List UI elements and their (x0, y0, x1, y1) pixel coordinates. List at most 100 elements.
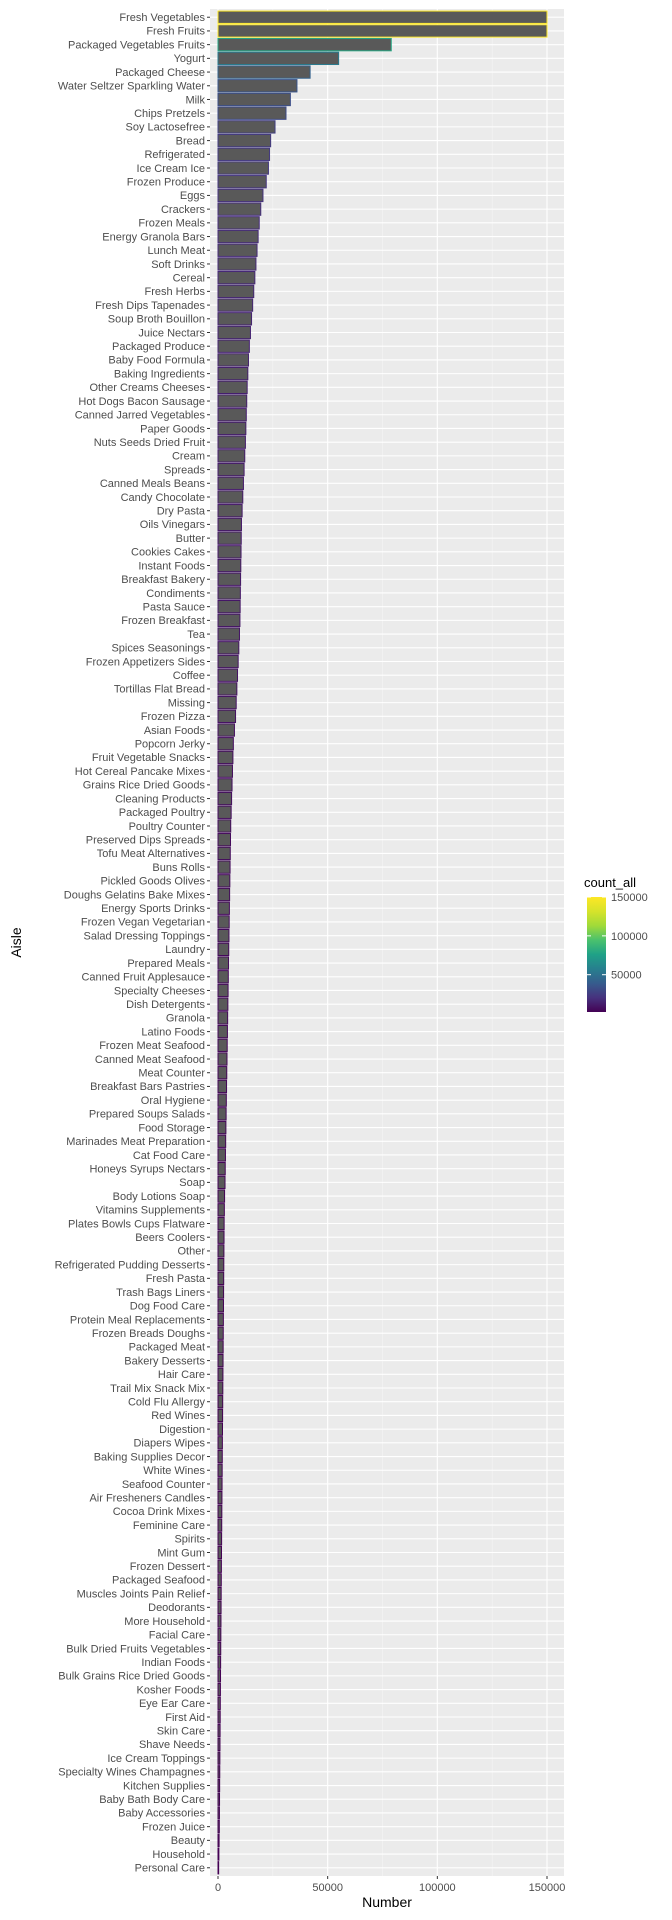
y-tick-label: Cocoa Drink Mixes (113, 1506, 206, 1518)
y-tick-label: First Aid (165, 1712, 205, 1724)
bar (217, 819, 232, 833)
bar (217, 1778, 221, 1793)
y-tick-label: Packaged Produce (112, 341, 205, 353)
y-tick-label: Salad Dressing Toppings (84, 930, 206, 942)
y-tick-label: Eye Ear Care (139, 1698, 205, 1710)
y-tick-label: Hot Cereal Pancake Mixes (75, 766, 206, 778)
y-tick-label: Protein Meal Replacements (70, 1314, 206, 1326)
y-tick-label: Packaged Poultry (119, 807, 206, 819)
y-tick-label: Specialty Cheeses (114, 985, 206, 997)
bar (217, 1710, 221, 1724)
bar (217, 1751, 221, 1765)
y-tick-label: Bulk Grains Rice Dried Goods (58, 1671, 205, 1683)
bar (217, 408, 247, 422)
bar (217, 599, 241, 614)
bar (217, 133, 272, 148)
y-tick-label: Frozen Breakfast (121, 615, 205, 627)
bar (217, 942, 230, 957)
bar (217, 915, 230, 929)
bar (217, 723, 235, 737)
y-tick-label: Spices Seasonings (111, 643, 205, 655)
y-tick-label: Personal Care (135, 1863, 205, 1875)
bar (217, 1518, 223, 1532)
y-axis-title: Aisle (8, 927, 24, 958)
bar (217, 1600, 222, 1614)
y-tick-label: Crackers (161, 204, 206, 216)
y-tick-label: Laundry (165, 944, 205, 956)
bar (217, 956, 230, 970)
y-tick-label: Cat Food Care (133, 1150, 205, 1162)
bar (217, 1655, 222, 1669)
y-tick-label: Packaged Seafood (112, 1575, 205, 1587)
y-tick-label: Cream (172, 451, 205, 463)
bar (217, 1353, 224, 1368)
y-tick-label: Honeys Syrups Nectars (89, 1163, 205, 1175)
bar (217, 188, 264, 203)
bar (217, 175, 267, 189)
y-tick-label: Frozen Meat Seafood (99, 1040, 205, 1052)
bar (217, 997, 229, 1011)
y-tick-label: Canned Jarred Vegetables (75, 410, 206, 422)
y-tick-label: Baking Supplies Decor (94, 1451, 206, 1463)
bar (217, 1340, 224, 1354)
y-tick-label: Frozen Breads Doughs (92, 1328, 206, 1340)
y-tick-label: Mint Gum (157, 1547, 205, 1559)
bar (217, 1175, 226, 1190)
bar (217, 1532, 223, 1546)
bar (217, 791, 233, 806)
y-tick-label: Instant Foods (138, 560, 205, 572)
y-tick-label: Lunch Meat (148, 245, 205, 257)
y-tick-label: Trail Mix Snack Mix (110, 1383, 205, 1395)
y-tick-label: Milk (185, 94, 205, 106)
bar (217, 1326, 224, 1340)
bar (217, 1244, 225, 1258)
y-tick-label: Vitamins Supplements (96, 1205, 206, 1217)
bar (217, 257, 257, 271)
bar (217, 1367, 224, 1381)
legend-ticks: 50000 100000 150000 (587, 892, 648, 982)
bar (217, 1093, 227, 1107)
y-tick-label: Soft Drinks (151, 259, 205, 271)
bar (217, 846, 231, 861)
y-tick-label: Tofu Meat Alternatives (97, 848, 206, 860)
bar (217, 161, 269, 175)
bar (217, 1011, 229, 1025)
bar (217, 1559, 222, 1573)
y-tick-label: Frozen Meals (138, 218, 205, 230)
y-tick-label: Baby Food Formula (108, 355, 205, 367)
y-tick-label: Preserved Dips Spreads (86, 834, 206, 846)
y-tick-label: Latino Foods (141, 1026, 205, 1038)
bar (217, 298, 254, 312)
bar (217, 65, 311, 79)
y-tick-label: Baking Ingredients (114, 368, 206, 380)
y-tick-label: Pickled Goods Olives (100, 876, 205, 888)
y-tick-label: Fresh Dips Tapenades (95, 300, 205, 312)
y-tick-label: Cleaning Products (115, 793, 205, 805)
bar (217, 312, 253, 326)
legend-colorbar (587, 897, 606, 1012)
y-tick-label: Frozen Vegan Vegetarian (81, 917, 205, 929)
y-tick-label: Fruit Vegetable Snacks (92, 752, 206, 764)
bar (217, 737, 234, 751)
bar (217, 586, 241, 600)
bar (217, 874, 231, 888)
y-tick-label: Tortillas Flat Bread (114, 684, 205, 696)
bar (217, 531, 242, 545)
y-tick-label: Energy Granola Bars (102, 231, 205, 243)
y-tick-label: Fresh Herbs (144, 286, 205, 298)
bar (217, 613, 241, 628)
y-tick-label: Doughs Gelatins Bake Mixes (64, 889, 206, 901)
y-tick-label: Missing (168, 697, 205, 709)
y-tick-label: Skin Care (157, 1725, 205, 1737)
bar (217, 394, 248, 408)
legend-tick-label: 100000 (611, 931, 648, 943)
bar (217, 1490, 223, 1505)
y-tick-label: Hot Dogs Bacon Sausage (78, 396, 205, 408)
bar (217, 37, 392, 52)
bar (217, 1079, 228, 1094)
y-tick-label: Specialty Wines Champagnes (58, 1767, 205, 1779)
bar (217, 1052, 228, 1066)
bar (217, 1463, 223, 1477)
y-tick-label: Cereal (173, 272, 205, 284)
